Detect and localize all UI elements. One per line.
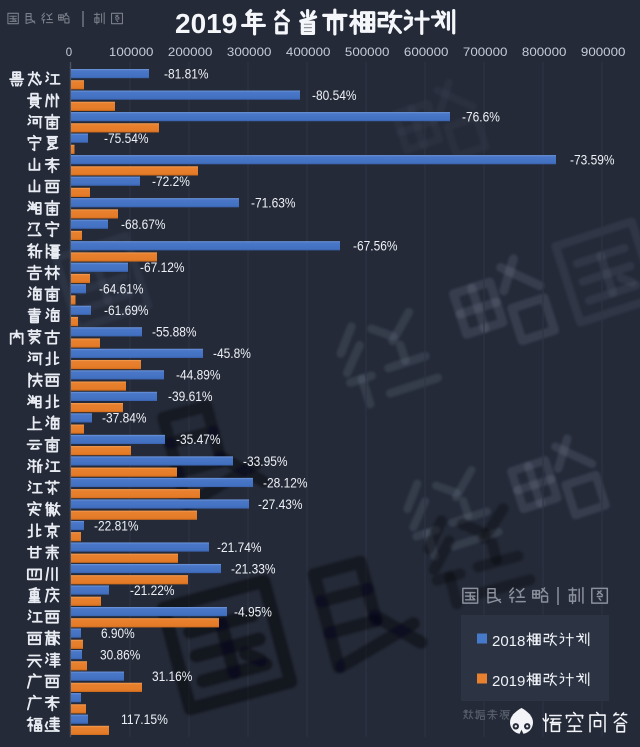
- svg-text:-28.12%: -28.12%: [263, 474, 308, 490]
- svg-text:2019: 2019: [492, 673, 525, 690]
- svg-text:-75.54%: -75.54%: [104, 130, 149, 146]
- svg-text:-71.63%: -71.63%: [251, 195, 296, 211]
- svg-text:-73.59%: -73.59%: [570, 151, 615, 167]
- svg-text:300000: 300000: [227, 47, 272, 59]
- svg-text:-67.12%: -67.12%: [140, 259, 185, 275]
- svg-text:-27.43%: -27.43%: [258, 496, 303, 512]
- svg-text:-33.95%: -33.95%: [243, 453, 288, 469]
- svg-text:117.15%: 117.15%: [121, 711, 168, 727]
- svg-text:0: 0: [66, 47, 72, 59]
- svg-text:400000: 400000: [286, 47, 331, 59]
- svg-text:-55.88%: -55.88%: [152, 324, 197, 340]
- svg-text:2019: 2019: [175, 8, 237, 39]
- svg-text:-68.67%: -68.67%: [121, 216, 166, 232]
- svg-text:900000: 900000: [581, 47, 626, 59]
- svg-text:-45.8%: -45.8%: [213, 345, 251, 361]
- svg-text:-44.89%: -44.89%: [176, 367, 221, 383]
- svg-text:-37.84%: -37.84%: [102, 410, 147, 426]
- svg-text:-76.6%: -76.6%: [462, 108, 500, 124]
- svg-text:-81.81%: -81.81%: [164, 65, 209, 81]
- svg-text:-72.2%: -72.2%: [152, 173, 190, 189]
- svg-text:2018: 2018: [492, 633, 525, 650]
- svg-text:-61.69%: -61.69%: [104, 302, 149, 318]
- svg-text:-22.81%: -22.81%: [94, 517, 139, 533]
- svg-text:-21.22%: -21.22%: [130, 582, 175, 598]
- svg-text:600000: 600000: [404, 47, 449, 59]
- svg-text:200000: 200000: [168, 47, 213, 59]
- svg-text:31.16%: 31.16%: [152, 668, 192, 684]
- svg-text:-4.95%: -4.95%: [234, 603, 272, 619]
- svg-text:6.90%: 6.90%: [101, 625, 135, 641]
- svg-text:-35.47%: -35.47%: [176, 431, 221, 447]
- svg-text:700000: 700000: [463, 47, 508, 59]
- svg-text:800000: 800000: [522, 47, 567, 59]
- svg-text:-39.61%: -39.61%: [168, 388, 213, 404]
- svg-text:-21.33%: -21.33%: [231, 560, 276, 576]
- svg-text:-67.56%: -67.56%: [353, 238, 398, 254]
- svg-text:-21.74%: -21.74%: [217, 539, 262, 555]
- svg-text:500000: 500000: [345, 47, 390, 59]
- svg-text:30.86%: 30.86%: [100, 646, 140, 662]
- svg-text:-64.61%: -64.61%: [99, 281, 144, 297]
- svg-text:-80.54%: -80.54%: [312, 87, 357, 103]
- svg-text:100000: 100000: [109, 47, 154, 59]
